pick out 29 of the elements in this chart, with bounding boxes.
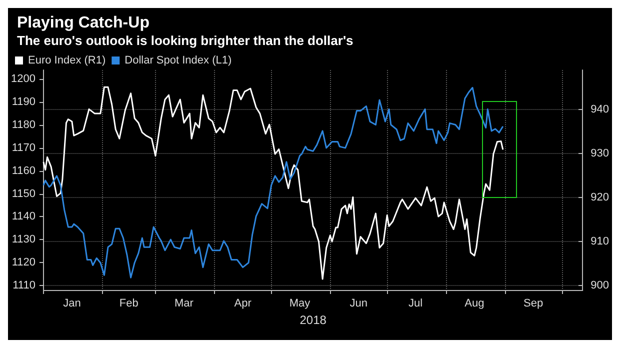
x-tick-label: Mar <box>174 298 194 310</box>
y2-tick-label: 940 <box>590 104 610 116</box>
y2-tick-label: 900 <box>590 280 610 292</box>
y-tick-label: 1110 <box>12 279 36 292</box>
y2-tick-label: 930 <box>590 148 610 160</box>
y2-tick-label: 920 <box>590 192 610 204</box>
x-tick-label: Feb <box>119 298 138 310</box>
chart-title: Playing Catch-Up <box>17 14 150 32</box>
y-tick-label: 1190 <box>12 96 36 108</box>
y-tick-label: 1150 <box>12 188 36 200</box>
legend-label: Dollar Spot Index (L1) <box>124 54 232 66</box>
x-tick-label: Apr <box>234 298 252 310</box>
x-tick-label: Jan <box>63 298 81 310</box>
x-axis-title: 2018 <box>300 313 327 327</box>
y-tick-label: 1160 <box>12 164 36 177</box>
x-tick-label: Jun <box>350 298 368 310</box>
y-tick-label: 1180 <box>12 119 36 131</box>
y-tick-label: 1170 <box>12 142 36 154</box>
y-tick-label: 1130 <box>12 234 36 246</box>
x-tick-label: May <box>289 298 311 310</box>
x-tick-label: Jul <box>408 298 423 310</box>
x-tick-label: Aug <box>464 298 484 310</box>
y2-tick-label: 910 <box>590 236 610 248</box>
x-tick-label: Sep <box>523 298 544 310</box>
y-tick-label: 1120 <box>12 256 36 268</box>
legend-label: Euro Index (R1) <box>28 54 106 66</box>
y-tick-label: 1140 <box>12 210 36 223</box>
y-tick-label: 1200 <box>10 73 36 86</box>
chart-subtitle: The euro's outlook is looking brighter than the dollar's <box>17 33 354 48</box>
